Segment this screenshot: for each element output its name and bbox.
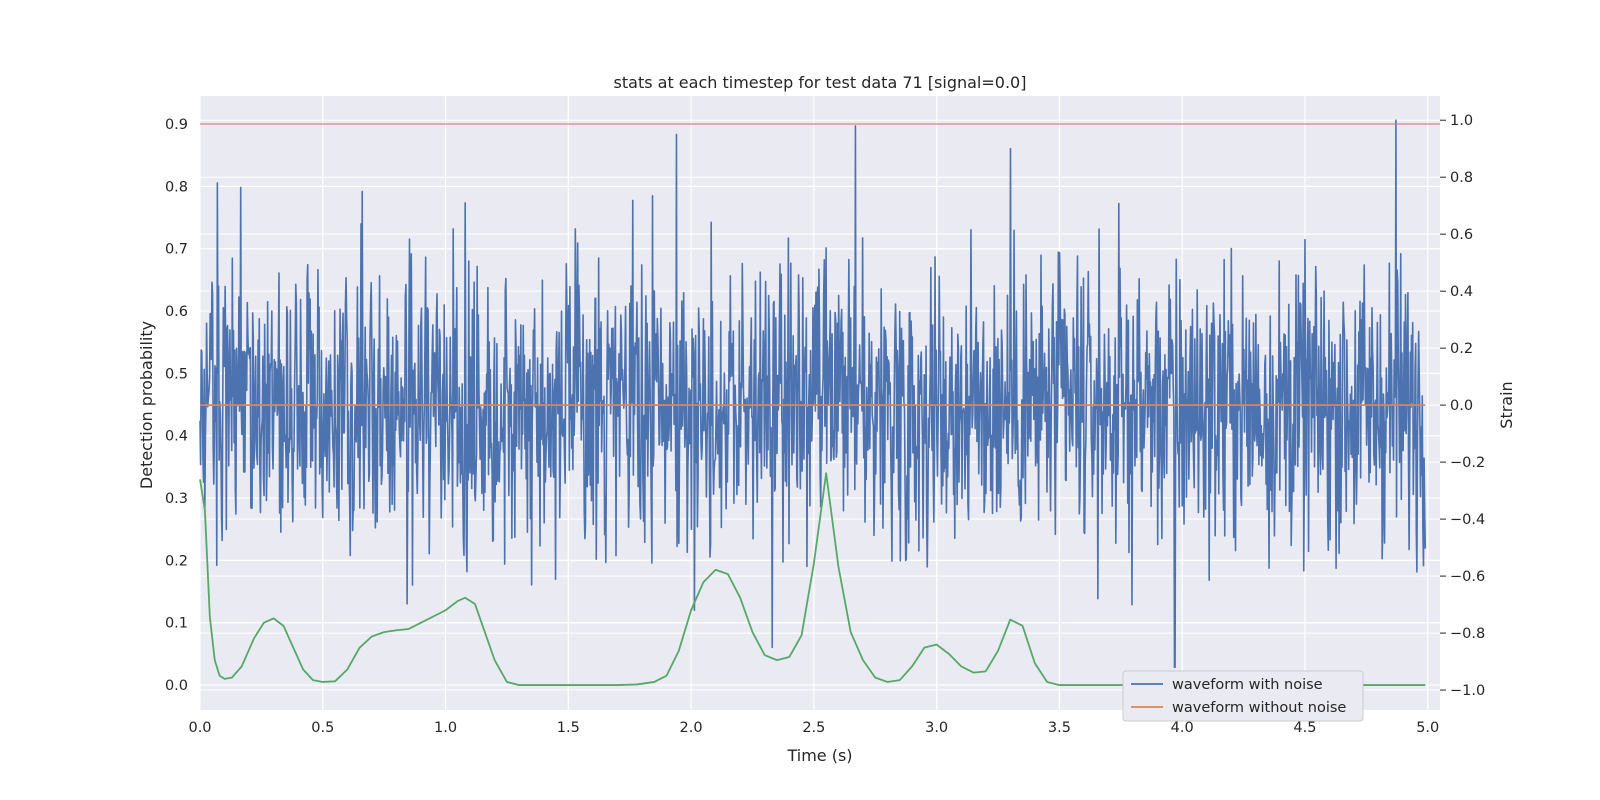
y2-tick-label: −0.4 [1450, 512, 1485, 528]
y-tick-label: 0.5 [165, 366, 188, 382]
y-tick-label: 0.4 [165, 429, 188, 445]
legend-label-clean: waveform without noise [1172, 700, 1346, 716]
x-axis: 0.0 0.5 1.0 1.5 2.0 2.5 3.0 3.5 4.0 4.5 5.0 [188, 720, 1439, 736]
y-tick-label: 0.3 [165, 491, 188, 507]
legend-box [1122, 670, 1364, 722]
x-tick-label: 3.5 [1048, 720, 1071, 736]
y-tick-label: 0.9 [165, 117, 188, 133]
series-detection-probability [199, 472, 1426, 686]
y2-tick-label: 0.2 [1450, 341, 1473, 357]
y-tick-label: 0.6 [165, 304, 188, 320]
y-tick-label: 0.1 [165, 616, 188, 632]
y2-tick-label: −0.8 [1450, 626, 1485, 642]
y2-tick-label: −1.0 [1450, 683, 1485, 699]
series-waveform-with-noise [199, 119, 1427, 669]
y2-axis-title: Strain [1497, 381, 1516, 428]
y-axis-right: −1.0 −0.8 −0.6 −0.4 −0.2 0.0 0.2 0.4 0.6 0.8 1.0 [1440, 113, 1485, 699]
x-tick-label: 4.0 [1171, 720, 1194, 736]
x-tick-label: 2.5 [802, 720, 825, 736]
legend: waveform with noise waveform without noi… [1122, 670, 1364, 722]
x-tick-label: 3.0 [925, 720, 948, 736]
y2-tick-label: 0.0 [1450, 398, 1473, 414]
y2-tick-label: 0.4 [1450, 284, 1473, 300]
x-tick-label: 1.5 [557, 720, 580, 736]
x-tick-label: 5.0 [1416, 720, 1439, 736]
x-tick-label: 0.5 [311, 720, 334, 736]
y-tick-label: 0.7 [165, 242, 188, 258]
y-tick-label: 0.0 [165, 678, 188, 694]
y2-tick-label: 0.6 [1450, 227, 1473, 243]
y2-tick-label: −0.6 [1450, 569, 1485, 585]
x-tick-label: 0.0 [188, 720, 211, 736]
plot-area [199, 119, 1440, 686]
y2-tick-label: 1.0 [1450, 113, 1473, 129]
legend-label-noise: waveform with noise [1172, 677, 1323, 693]
y-tick-label: 0.8 [165, 179, 188, 195]
y2-tick-label: 0.8 [1450, 170, 1473, 186]
x-tick-label: 4.5 [1293, 720, 1316, 736]
y-axis-left: 0.0 0.1 0.2 0.3 0.4 0.5 0.6 0.7 0.8 0.9 [165, 117, 188, 694]
y-axis-title: Detection probability [137, 321, 156, 489]
x-tick-label: 1.0 [434, 720, 457, 736]
chart-title: stats at each timestep for test data 71 … [614, 73, 1027, 92]
y-tick-label: 0.2 [165, 553, 188, 569]
y2-tick-label: −0.2 [1450, 455, 1485, 471]
x-tick-label: 2.0 [680, 720, 703, 736]
x-axis-title: Time (s) [786, 746, 852, 765]
